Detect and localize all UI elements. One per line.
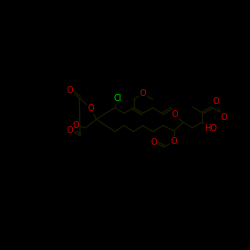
Text: O: O — [171, 110, 178, 119]
Text: O: O — [220, 112, 227, 122]
Text: O: O — [67, 86, 73, 95]
Text: O: O — [140, 90, 146, 98]
Text: O: O — [150, 138, 157, 147]
Text: O: O — [72, 121, 79, 130]
Text: Cl: Cl — [114, 94, 122, 103]
Text: O: O — [88, 104, 94, 113]
Text: O: O — [212, 97, 219, 106]
Text: O: O — [170, 137, 177, 146]
Text: HO: HO — [204, 124, 218, 133]
Text: O: O — [67, 126, 73, 134]
